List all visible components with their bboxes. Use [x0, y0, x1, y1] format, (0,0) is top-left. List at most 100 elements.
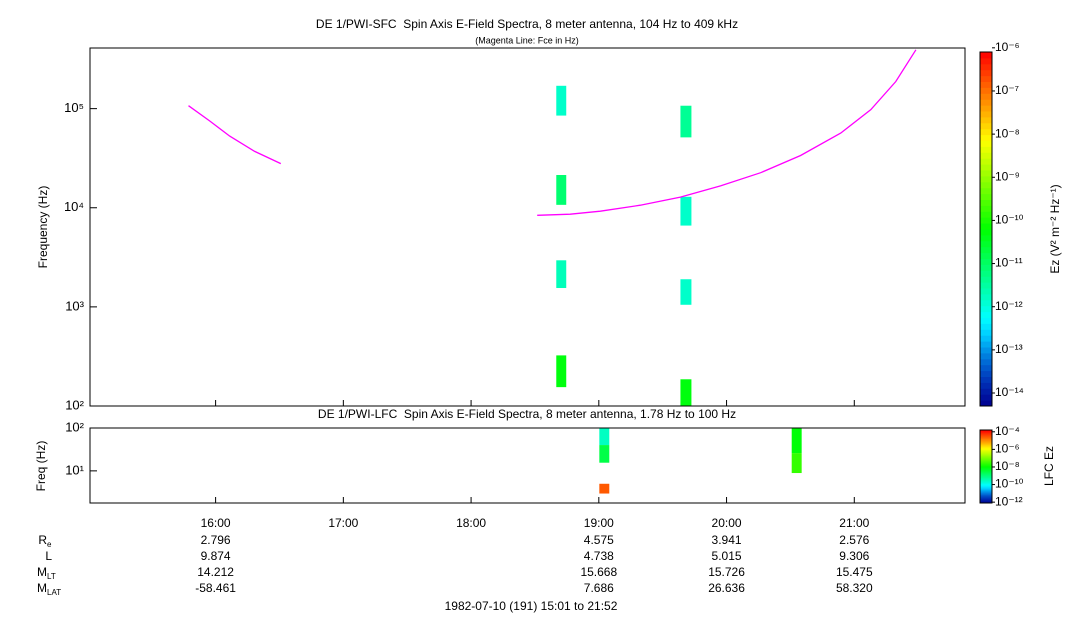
colorbar-swatch: [980, 128, 992, 136]
colorbar-swatch: [980, 472, 992, 475]
ephemeris-value: 15.726: [708, 565, 745, 579]
colorbar-swatch: [980, 382, 992, 389]
colorbar-swatch: [980, 479, 992, 482]
colorbar-swatch: [980, 370, 992, 377]
colorbar-tick-label: 10⁻⁹: [995, 169, 1020, 183]
spectrogram-cell: [680, 196, 692, 226]
spectrogram-cell: [599, 483, 610, 494]
fce-line: [188, 49, 917, 216]
colorbar-tick-label: 10⁻⁷: [995, 83, 1019, 97]
colorbar-swatch: [980, 311, 992, 318]
colorbar-swatch: [980, 181, 992, 189]
colorbar-tick-label: 10⁻⁴: [995, 424, 1020, 438]
colorbar-swatch: [980, 335, 992, 342]
colorbar-swatch: [980, 430, 992, 432]
colorbar-tick-label: 10⁻⁶: [995, 442, 1020, 456]
colorbar-swatch: [980, 443, 992, 446]
colorbar-swatch: [980, 63, 992, 71]
colorbar-swatch: [980, 485, 992, 488]
colorbar-swatch: [980, 440, 992, 443]
ephemeris-value: 2.796: [201, 533, 231, 547]
ephemeris-value: 15.475: [836, 565, 873, 579]
colorbar-swatch: [980, 305, 992, 313]
colorbar-swatch: [980, 234, 992, 242]
colorbar-swatch: [980, 187, 992, 195]
colorbar-swatch: [980, 205, 992, 212]
spectrogram-cell: [556, 85, 567, 116]
ephemeris-value: 5.015: [712, 549, 742, 563]
x-tick-label: 18:00: [456, 516, 486, 530]
plot-area: [188, 49, 917, 406]
colorbar-swatch: [980, 451, 992, 454]
colorbar-swatch: [980, 476, 992, 478]
ephemeris-value: 3.941: [712, 533, 742, 547]
colorbar-swatch: [980, 462, 992, 465]
chart-title: DE 1/PWI-LFC Spin Axis E-Field Spectra, …: [318, 407, 736, 421]
colorbar-swatch: [980, 170, 992, 177]
colorbar-swatch: [980, 258, 992, 265]
colorbar-swatch: [980, 439, 992, 442]
ephemeris-label: R: [38, 533, 47, 547]
colorbar-tick-label: 10⁻⁸: [995, 126, 1020, 140]
x-tick-label: 17:00: [328, 516, 358, 530]
colorbar-swatch: [980, 69, 992, 77]
colorbar-swatch: [980, 489, 992, 492]
ephemeris-label: M: [37, 581, 47, 595]
y-tick-label: 10²: [65, 397, 84, 412]
colorbar-swatch: [980, 105, 992, 112]
colorbar-swatch: [980, 457, 992, 460]
colorbar-swatch: [980, 270, 992, 277]
colorbar-swatch: [980, 299, 992, 307]
colorbar-swatch: [980, 470, 992, 472]
colorbar-swatch: [980, 483, 992, 486]
colorbar-swatch: [980, 217, 992, 224]
spectrogram-cell: [680, 105, 692, 138]
colorbar-swatch: [980, 434, 992, 437]
colorbar-swatch: [980, 394, 992, 401]
colorbar-swatch: [980, 484, 992, 487]
colorbar-swatch: [980, 388, 992, 395]
colorbar-swatch: [980, 193, 992, 200]
colorbar-label: LFC Ez: [1042, 446, 1056, 486]
colorbar-swatch: [980, 433, 992, 436]
ephemeris-value: 58.320: [836, 581, 873, 595]
colorbar-swatch: [980, 358, 992, 366]
ephemeris-label-sub: LT: [47, 572, 56, 581]
colorbar-swatch: [980, 282, 992, 289]
colorbar-swatch: [980, 500, 992, 503]
colorbar-swatch: [980, 87, 992, 94]
colorbar-swatch: [980, 445, 992, 448]
colorbar-tick-label: 10⁻¹⁴: [995, 385, 1024, 399]
colorbar-tick-label: 10⁻⁸: [995, 459, 1020, 473]
ephemeris-value: 26.636: [708, 581, 745, 595]
colorbar-swatch: [980, 252, 992, 259]
colorbar-swatch: [980, 459, 992, 461]
colorbar-swatch: [980, 329, 992, 336]
ephemeris-value: -58.461: [195, 581, 236, 595]
x-tick-label: 16:00: [201, 516, 231, 530]
colorbar-swatch: [980, 444, 992, 447]
spectrogram-cell: [556, 260, 567, 289]
ephemeris-value: 4.575: [584, 533, 614, 547]
chart-subtitle: (Magenta Line: Fce in Hz): [475, 35, 579, 45]
ephemeris-value: 14.212: [197, 565, 234, 579]
plot-frame: [89, 427, 966, 504]
colorbar-swatch: [980, 140, 992, 147]
colorbar-swatch: [980, 288, 992, 295]
y-axis-label: Frequency (Hz): [36, 186, 50, 269]
colorbar-swatch: [980, 240, 992, 248]
colorbar-frame: [979, 51, 993, 407]
colorbar-swatch: [980, 376, 992, 383]
colorbar-swatch: [980, 116, 992, 124]
colorbar-swatch: [980, 438, 992, 441]
colorbar-swatch: [980, 448, 992, 450]
chart-title: DE 1/PWI-SFC Spin Axis E-Field Spectra, …: [316, 17, 738, 31]
colorbar-swatch: [980, 454, 992, 457]
ephemeris-value: 4.738: [584, 549, 614, 563]
ephemeris-value: 7.686: [584, 581, 614, 595]
colorbar-swatch: [980, 175, 992, 183]
ephemeris-label-sub: e: [47, 540, 52, 549]
colorbar-swatch: [980, 246, 992, 254]
